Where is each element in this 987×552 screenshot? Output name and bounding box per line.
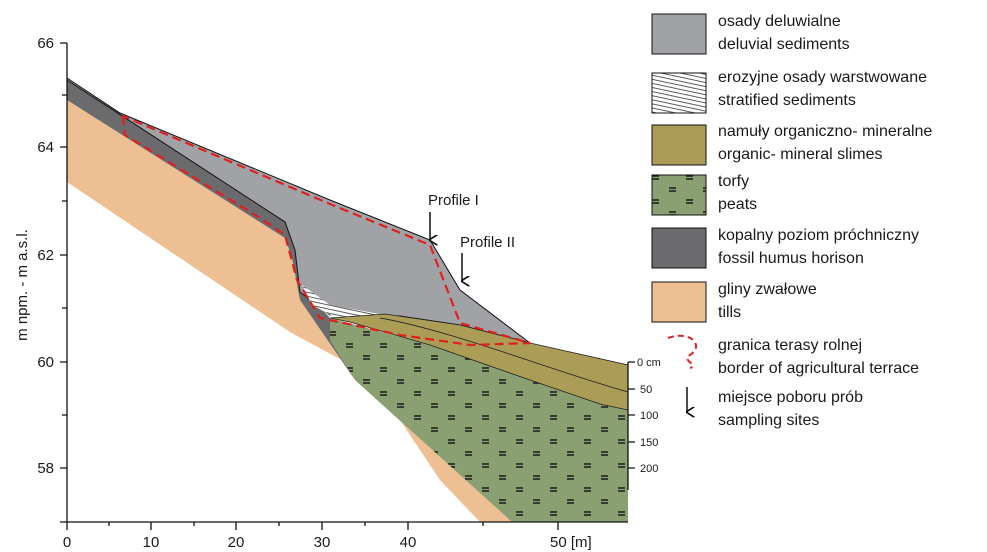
legend-text: border of agricultural terrace [718,360,919,377]
x-tick: 0 [63,534,71,551]
legend-text: granica terasy rolnej [718,337,862,354]
depth-label: 0 cm [637,357,661,369]
y-tick: 58 [37,460,54,477]
x-tick: 30 [314,534,331,551]
legend-text: osady deluwialne [718,13,841,30]
legend-text: sampling sites [718,412,819,429]
y-tick: 66 [37,35,54,52]
profile-label: Profile I [428,192,479,209]
x-tick: 50 [m] [550,534,592,551]
y-tick: 62 [37,247,54,264]
legend-text: fossil humus horison [718,250,864,267]
x-tick: 40 [400,534,417,551]
depth-label: 200 [640,463,658,475]
x-tick: 10 [143,534,160,551]
legend-text: tills [718,304,741,321]
legend-text: erozyjne osady warstwowane [718,69,927,86]
depth-label: 100 [640,410,658,422]
y-axis-label: m npm. - m a.s.l. [14,229,31,341]
y-tick: 64 [37,139,54,156]
diagram: 66 64 62 60 58 0 10 20 30 40 50 [m] m np… [0,0,987,552]
legend-text: namuły organiczno- mineralne [718,123,932,140]
legend-text: deluvial sediments [718,36,850,53]
legend-text: peats [718,196,757,213]
legend: osady deluwialne deluvial sediments eroz… [652,13,932,429]
x-tick: 20 [228,534,245,551]
legend-text: stratified sediments [718,92,856,109]
depth-label: 150 [640,437,658,449]
legend-text: kopalny poziom próchniczny [718,227,919,244]
profile-label: Profile II [460,234,515,251]
legend-text: miejsce poboru prób [718,389,863,406]
legend-text: organic- mineral slimes [718,146,883,163]
legend-text: torfy [718,173,749,190]
depth-label: 50 [640,384,652,396]
legend-text: gliny zwałowe [718,281,817,298]
cross-section [67,78,628,522]
y-tick: 60 [37,354,54,371]
